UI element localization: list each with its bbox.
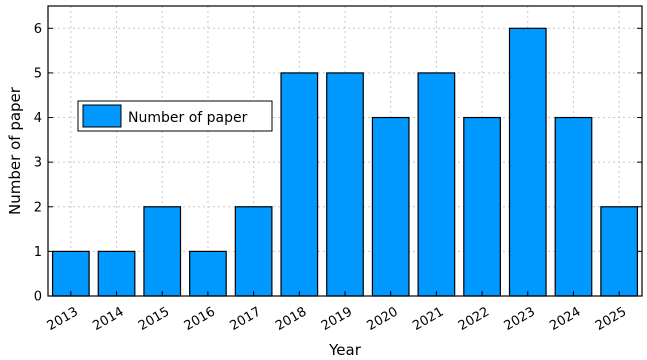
x-tick-label: 2025 [593,304,629,334]
bar-2022 [463,116,501,297]
y-tick-label: 0 [34,290,42,305]
x-tick-label: 2021 [410,304,446,334]
legend: Number of paper [77,100,273,132]
y-axis: 0 1 2 3 4 5 6 [34,22,642,305]
legend-swatch [82,104,122,128]
x-tick-label: 2019 [319,304,355,334]
x-tick-label: 2023 [502,304,538,334]
legend-label: Number of paper [128,110,248,126]
x-tick-label: 2015 [136,304,172,334]
bar-2013 [51,250,90,297]
bar-2017 [234,206,273,297]
x-tick-label: 2024 [547,304,583,334]
x-tick-label: 2020 [365,304,401,334]
y-tick-label: 2 [34,200,42,215]
x-tick-label: 2018 [273,304,309,334]
y-tick-label: 3 [34,156,42,171]
y-tick-label: 6 [34,22,42,37]
x-tick-label: 2022 [456,304,492,334]
bar-2019 [326,72,364,297]
bar-2018 [280,72,319,297]
x-tick-label: 2013 [45,304,81,334]
x-tick-label: 2014 [90,304,126,334]
x-tick-label: 2016 [182,304,218,334]
y-tick-label: 5 [34,66,42,81]
y-axis-label: Number of paper [6,86,24,215]
x-axis-label: Year [328,341,362,359]
bar-2025 [600,206,639,297]
y-tick-label: 1 [34,245,42,260]
bar-2014 [97,250,136,297]
x-axis: 2013 2014 2015 2016 2017 2018 2019 2020 2021 2022… [45,291,629,334]
bar-2024 [554,116,593,297]
bar-2020 [371,116,410,297]
x-tick-label: 2017 [227,304,263,334]
y-tick-label: 4 [34,111,42,126]
bar-2023 [508,27,547,297]
bar-series [51,27,639,297]
bar-2015 [143,206,182,297]
bar-2016 [189,250,227,297]
bar-2021 [417,72,456,297]
